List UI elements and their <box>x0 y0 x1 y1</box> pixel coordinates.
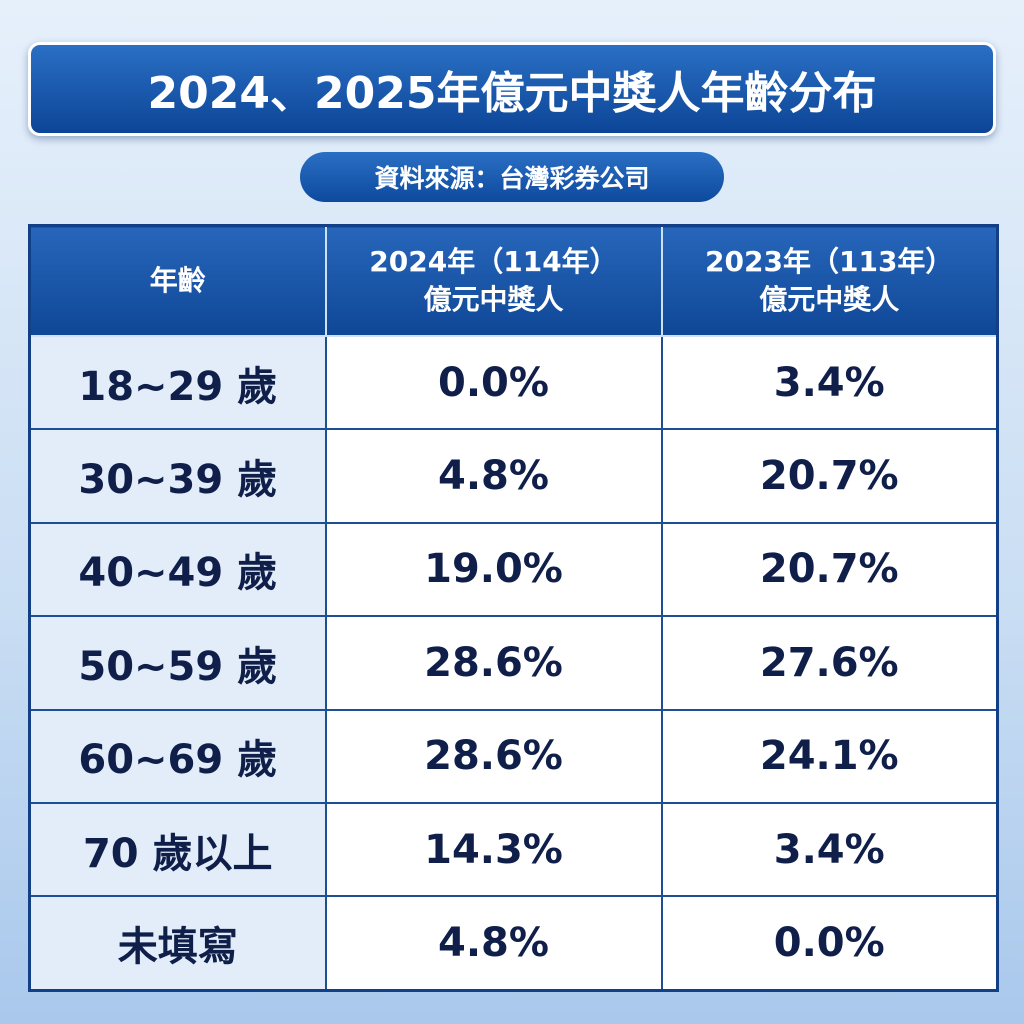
age-cell: 30~39 歲 <box>28 428 327 524</box>
table-body: 18~29 歲 0.0% 3.4% 30~39 歲 4.8% 20.7% 40~49 歲 19… <box>28 334 999 992</box>
value-cell: 4.8% <box>324 428 663 524</box>
age-cell: 18~29 歲 <box>28 334 327 431</box>
table-row: 40~49 歲 19.0% 20.7% <box>28 521 999 618</box>
header-line: 億元中獎人 <box>423 283 564 316</box>
value-cell: 3.4% <box>660 334 999 431</box>
table-row: 50~59 歲 28.6% 27.6% <box>28 615 999 711</box>
column-header: 年齡 <box>28 224 327 337</box>
table-row: 60~69 歲 28.6% 24.1% <box>28 708 999 804</box>
age-cell: 50~59 歲 <box>28 615 327 711</box>
value-cell: 19.0% <box>324 521 663 618</box>
value-cell: 4.8% <box>324 895 663 992</box>
age-cell: 60~69 歲 <box>28 708 327 804</box>
value-cell: 20.7% <box>660 521 999 618</box>
column-header: 2023年（113年） 億元中獎人 <box>660 224 999 337</box>
table-row: 70 歲以上 14.3% 3.4% <box>28 801 999 898</box>
table: 年齡 2024年（114年） 億元中獎人 2023年（113年） 億元中獎人 18~29… <box>28 224 999 992</box>
value-cell: 0.0% <box>660 895 999 992</box>
table-row: 未填寫 4.8% 0.0% <box>28 895 999 992</box>
value-cell: 28.6% <box>324 708 663 804</box>
header-row: 年齡 2024年（114年） 億元中獎人 2023年（113年） 億元中獎人 <box>28 224 999 337</box>
value-cell: 3.4% <box>660 801 999 898</box>
header-line: 億元中獎人 <box>759 283 900 316</box>
age-cell: 未填寫 <box>28 895 327 992</box>
table-row: 30~39 歲 4.8% 20.7% <box>28 428 999 524</box>
header-line: 年齡 <box>149 264 206 298</box>
value-cell: 20.7% <box>660 428 999 524</box>
value-cell: 0.0% <box>324 334 663 431</box>
table-row: 18~29 歲 0.0% 3.4% <box>28 334 999 431</box>
value-cell: 24.1% <box>660 708 999 804</box>
age-cell: 40~49 歲 <box>28 521 327 618</box>
header-line: 2023年（113年） <box>705 245 954 279</box>
value-cell: 27.6% <box>660 615 999 711</box>
title: 2024、2025年億元中獎人年齡分布 <box>28 42 996 136</box>
source: 資料來源：台灣彩券公司 <box>300 152 724 202</box>
column-header: 2024年（114年） 億元中獎人 <box>324 224 663 337</box>
value-cell: 14.3% <box>324 801 663 898</box>
value-cell: 28.6% <box>324 615 663 711</box>
header-line: 2024年（114年） <box>369 245 618 279</box>
age-cell: 70 歲以上 <box>28 801 327 898</box>
